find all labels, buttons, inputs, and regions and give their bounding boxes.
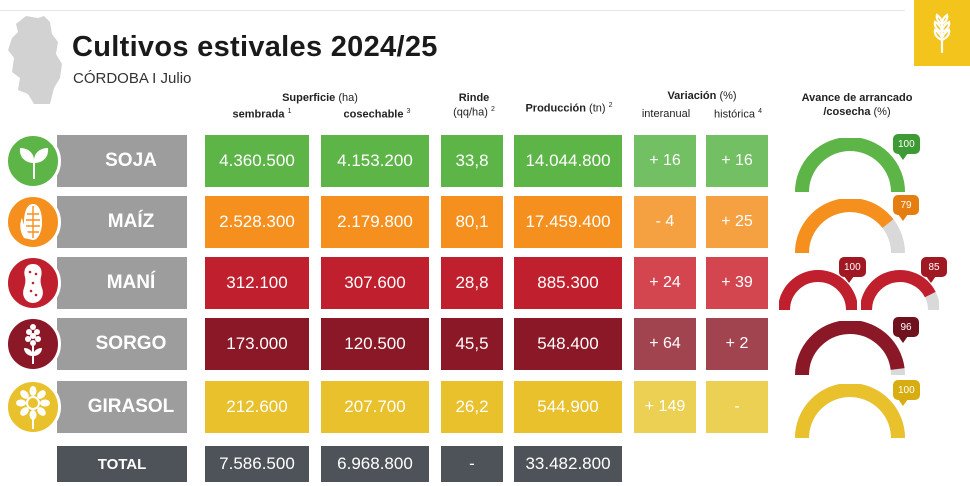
crop-icon-badge [5,316,61,372]
header-produccion: Producción (tn) 2 [525,102,613,115]
header-rinde: Rinde (qq/ha) 2 [453,92,495,119]
cell-produccion: 548.400 [514,318,622,370]
wheat-icon [933,13,951,54]
cell-variacion-historica: + 16 [706,135,768,187]
cell-produccion: 544.900 [514,381,622,433]
header-interanual: interanual [641,108,691,120]
header-cosechable: cosechable 3 [343,108,411,121]
cell-sembrada: 4.360.500 [205,135,309,187]
cell-sembrada: 212.600 [205,381,309,433]
cell-produccion: 17.459.400 [514,196,622,248]
cell-variacion-interanual: - 4 [634,196,696,248]
total-produccion: 33.482.800 [514,446,622,482]
crop-icon-badge [5,379,61,435]
header-historica: histórica 4 [714,108,762,121]
cell-cosechable: 2.179.800 [321,196,429,248]
crop-icon-badge [5,255,61,311]
logo-badge [914,0,970,66]
progress-badge: 100 [893,380,920,406]
progress-gauge [795,138,905,193]
cell-variacion-historica: + 39 [706,257,768,309]
gauge-fill [795,199,894,254]
header-variacion: Variación (%) [667,90,737,102]
gauge-fill [795,321,905,376]
total-rinde: - [441,446,503,482]
gauge-fill [779,270,857,311]
cell-variacion-interanual: + 16 [634,135,696,187]
progress-badge: 79 [893,195,919,221]
cell-rinde: 26,2 [441,381,503,433]
cell-cosechable: 4.153.200 [321,135,429,187]
total-label: TOTAL [57,446,187,482]
soy-sprout-icon [19,148,49,179]
page-subtitle: CÓRDOBA I Julio [73,70,192,87]
cell-rinde: 33,8 [441,135,503,187]
cell-produccion: 14.044.800 [514,135,622,187]
header-superficie: Superficie (ha) [282,92,358,104]
gauge-fill [795,138,905,193]
crop-icon-badge [5,133,61,189]
crop-icon-badge [5,194,61,250]
crop-label: SORGO [57,318,187,370]
header-avance: Avance de arrancado/cosecha (%) [801,92,913,118]
total-cosechable: 6.968.800 [321,446,429,482]
progress-gauge [861,270,939,311]
progress-gauge [795,199,905,254]
progress-badge: 96 [893,317,919,343]
cell-variacion-historica: + 25 [706,196,768,248]
cell-cosechable: 207.700 [321,381,429,433]
cell-sembrada: 312.100 [205,257,309,309]
cell-variacion-interanual: + 24 [634,257,696,309]
progress-gauge [795,321,905,376]
crop-label: SOJA [57,135,187,187]
peanut-icon [23,264,43,303]
cell-variacion-historica: - [706,381,768,433]
header-sembrada: sembrada 1 [232,108,292,121]
total-sembrada: 7.586.500 [205,446,309,482]
cell-rinde: 28,8 [441,257,503,309]
cell-rinde: 45,5 [441,318,503,370]
cell-variacion-interanual: + 64 [634,318,696,370]
crop-label: MANÍ [57,257,187,309]
cell-produccion: 885.300 [514,257,622,309]
cell-cosechable: 307.600 [321,257,429,309]
gauge-fill [795,384,905,439]
cell-rinde: 80,1 [441,196,503,248]
progress-badge: 100 [839,257,866,283]
progress-gauge [795,384,905,439]
page-title: Cultivos estivales 2024/25 [72,31,438,63]
sunflower-icon [16,386,50,429]
cell-sembrada: 2.528.300 [205,196,309,248]
progress-gauge [779,270,857,311]
crop-label: MAÍZ [57,196,187,248]
cordoba-map-icon [8,16,62,104]
cell-sembrada: 173.000 [205,318,309,370]
crop-label: GIRASOL [57,381,187,433]
gauge-fill [861,270,936,311]
sorghum-icon [24,324,42,364]
cell-variacion-interanual: + 149 [634,381,696,433]
cell-variacion-historica: + 2 [706,318,768,370]
corn-icon [20,204,42,240]
progress-badge: 85 [921,257,947,283]
top-divider [0,10,905,11]
cell-cosechable: 120.500 [321,318,429,370]
progress-badge: 100 [893,134,920,160]
